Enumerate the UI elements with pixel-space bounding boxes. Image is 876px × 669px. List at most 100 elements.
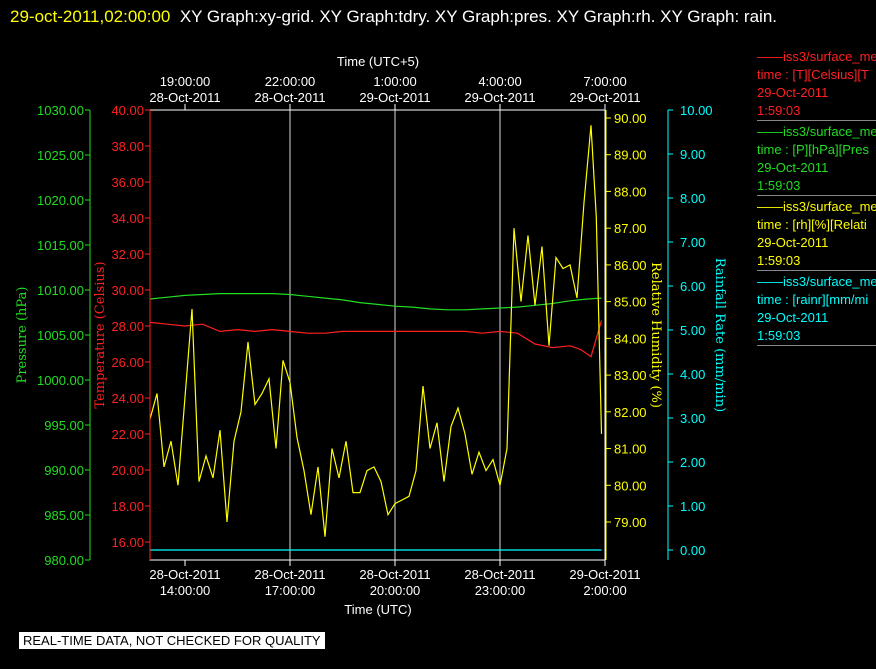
legend-date: 29-Oct-2011 xyxy=(757,310,829,325)
pressure-tick-label: 1010.00 xyxy=(37,283,84,298)
rain-tick-label: 8.00 xyxy=(680,191,705,206)
header-title-bar: 29-oct-2011,02:00:00 XY Graph:xy-grid. X… xyxy=(10,2,870,32)
bottom-tick-label-time: 20:00:00 xyxy=(370,583,421,598)
bottom-tick-label-time: 14:00:00 xyxy=(160,583,211,598)
humidity-tick-label: 87.00 xyxy=(614,221,647,236)
bottom-tick-label-time: 2:00:00 xyxy=(583,583,626,598)
temperature-tick-label: 40.00 xyxy=(111,103,144,118)
legend-detail: time : [P][hPa][Pres xyxy=(757,142,869,157)
humidity-tick-label: 84.00 xyxy=(614,331,647,346)
temperature-axis-label: Temperature (Celsius) xyxy=(93,261,108,408)
humidity-tick-label: 82.00 xyxy=(614,405,647,420)
temperature-tick-label: 32.00 xyxy=(111,247,144,262)
header-graph-list: XY Graph:xy-grid. XY Graph:tdry. XY Grap… xyxy=(179,7,778,26)
rain-tick-label: 6.00 xyxy=(680,279,705,294)
temperature-tick-label: 22.00 xyxy=(111,427,144,442)
rain-axis-label: Rainfall Rate (mm/min) xyxy=(712,258,727,412)
bottom-tick-label-date: 28-Oct-2011 xyxy=(359,567,430,582)
rain-tick-label: 0.00 xyxy=(680,543,705,558)
quality-warning-badge: REAL-TIME DATA, NOT CHECKED FOR QUALITY xyxy=(19,632,325,649)
pressure-tick-label: 1025.00 xyxy=(37,148,84,163)
header-timestamp: 29-oct-2011,02:00:00 xyxy=(10,7,171,26)
legend-name: ——iss3/surface_me xyxy=(757,274,876,289)
humidity-tick-label: 88.00 xyxy=(614,184,647,199)
humidity-tick-label: 86.00 xyxy=(614,258,647,273)
humidity-tick-label: 79.00 xyxy=(614,515,647,530)
temperature-tick-label: 36.00 xyxy=(111,175,144,190)
legend-detail: time : [T][Celsius][T xyxy=(757,67,869,82)
pressure-tick-label: 1005.00 xyxy=(37,328,84,343)
pressure-tick-label: 1015.00 xyxy=(37,238,84,253)
legend-date: 29-Oct-2011 xyxy=(757,160,829,175)
pressure-tick-label: 980.00 xyxy=(44,553,84,568)
rain-tick-label: 3.00 xyxy=(680,411,705,426)
temperature-tick-label: 34.00 xyxy=(111,211,144,226)
legend-time: 1:59:03 xyxy=(757,328,801,343)
temperature-tick-label: 18.00 xyxy=(111,499,144,514)
top-tick-label-date: 28-Oct-2011 xyxy=(149,90,220,105)
temperature-tick-label: 26.00 xyxy=(111,355,144,370)
bottom-tick-label-time: 23:00:00 xyxy=(475,583,526,598)
rain-tick-label: 7.00 xyxy=(680,235,705,250)
rain-tick-label: 10.00 xyxy=(680,103,713,118)
legend-time: 1:59:03 xyxy=(757,253,801,268)
rain-tick-label: 4.00 xyxy=(680,367,705,382)
legend-name: ——iss3/surface_me xyxy=(757,199,876,214)
bottom-tick-label-time: 17:00:00 xyxy=(265,583,316,598)
top-tick-label-time: 4:00:00 xyxy=(478,74,521,89)
top-axis-title: Time (UTC+5) xyxy=(337,54,419,69)
pressure-tick-label: 990.00 xyxy=(44,463,84,478)
humidity-tick-label: 89.00 xyxy=(614,148,647,163)
humidity-tick-label: 85.00 xyxy=(614,295,647,310)
top-tick-label-date: 28-Oct-2011 xyxy=(254,90,325,105)
top-tick-label-date: 29-Oct-2011 xyxy=(569,90,640,105)
pressure-tick-label: 1030.00 xyxy=(37,103,84,118)
top-tick-label-date: 29-Oct-2011 xyxy=(359,90,430,105)
legend-detail: time : [rh][%][Relati xyxy=(757,217,867,232)
top-tick-label-time: 7:00:00 xyxy=(583,74,626,89)
pressure-tick-label: 1020.00 xyxy=(37,193,84,208)
pressure-tick-label: 985.00 xyxy=(44,508,84,523)
pressure-series-line xyxy=(149,293,602,311)
pressure-tick-label: 995.00 xyxy=(44,418,84,433)
temperature-tick-label: 38.00 xyxy=(111,139,144,154)
bottom-axis-title: Time (UTC) xyxy=(344,602,411,617)
legend-date: 29-Oct-2011 xyxy=(757,85,829,100)
temperature-tick-label: 28.00 xyxy=(111,319,144,334)
bottom-tick-label-date: 29-Oct-2011 xyxy=(569,567,640,582)
pressure-axis-label: Pressure (hPa) xyxy=(15,287,30,384)
bottom-tick-label-date: 28-Oct-2011 xyxy=(254,567,325,582)
humidity-tick-label: 81.00 xyxy=(614,442,647,457)
top-tick-label-time: 1:00:00 xyxy=(373,74,416,89)
legend-panel: ——iss3/surface_me time : [T][Celsius][T 29… xyxy=(757,48,876,348)
rain-tick-label: 9.00 xyxy=(680,147,705,162)
humidity-tick-label: 80.00 xyxy=(614,478,647,493)
top-tick-label-time: 19:00:00 xyxy=(160,74,211,89)
legend-name: ——iss3/surface_me xyxy=(757,124,876,139)
bottom-tick-label-date: 28-Oct-2011 xyxy=(464,567,535,582)
rain-tick-label: 2.00 xyxy=(680,455,705,470)
legend-time: 1:59:03 xyxy=(757,178,801,193)
temperature-tick-label: 24.00 xyxy=(111,391,144,406)
top-tick-label-date: 29-Oct-2011 xyxy=(464,90,535,105)
legend-entry: ——iss3/surface_me time : [T][Celsius][T 29… xyxy=(757,48,876,121)
temperature-tick-label: 20.00 xyxy=(111,463,144,478)
temperature-series-line xyxy=(149,320,603,358)
legend-detail: time : [rainr][mm/mi xyxy=(757,292,869,307)
bottom-tick-label-date: 28-Oct-2011 xyxy=(149,567,220,582)
relative-humidity-series-line xyxy=(149,125,603,537)
humidity-tick-label: 83.00 xyxy=(614,368,647,383)
axes-layer: 28-Oct-201114:00:0019:00:0028-Oct-201128… xyxy=(37,74,713,598)
rain-tick-label: 5.00 xyxy=(680,323,705,338)
humidity-axis-label: Relative Humidity (%) xyxy=(648,262,663,408)
series-layer xyxy=(149,125,603,551)
legend-time: 1:59:03 xyxy=(757,103,801,118)
legend-date: 29-Oct-2011 xyxy=(757,235,829,250)
top-tick-label-time: 22:00:00 xyxy=(265,74,316,89)
plot-area xyxy=(149,109,606,561)
temperature-tick-label: 16.00 xyxy=(111,535,144,550)
